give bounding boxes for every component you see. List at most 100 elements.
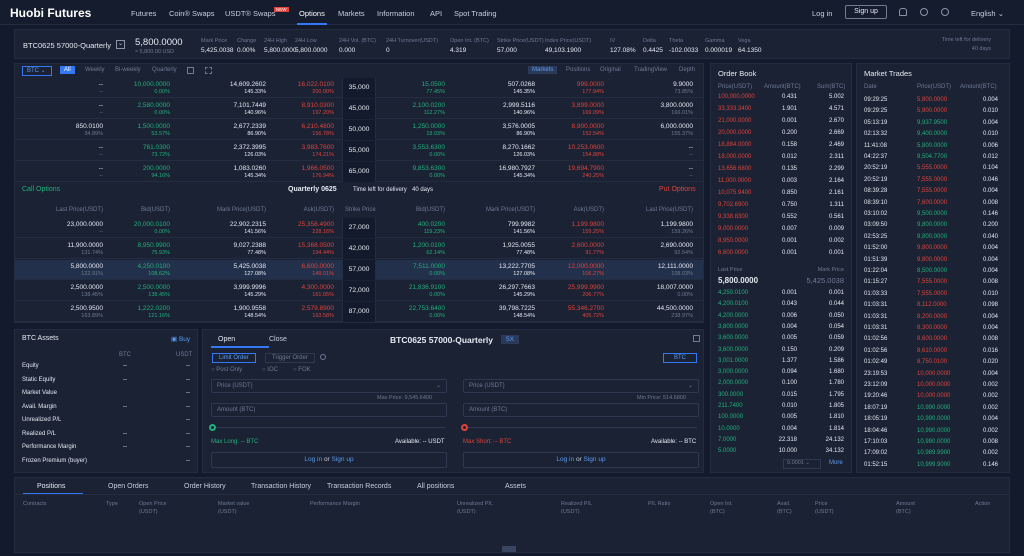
fok-radio[interactable]: ○ FOK [293,367,311,373]
put-cell[interactable]: 507.0268 145.35% [507,81,535,95]
chain-row[interactable]: -- -- 10,000.0000 0.00% 14,609.2602 145.33% 16… [15,78,703,98]
put-cell[interactable]: 16,980.7927 145.34% [498,165,535,179]
view-tradingview[interactable]: TradingView [634,67,668,73]
ask-row[interactable]: 6,600.0000 0.001 0.001 [718,250,844,256]
bid-row[interactable]: 300.0000 0.015 1.795 [718,391,844,398]
call-cell[interactable]: 2,579.8900 163.58% [301,305,334,319]
call-cell[interactable]: 16,022.0100 200.00% [297,81,334,95]
call-cell[interactable]: -- -- [98,144,103,158]
short-slider-handle[interactable] [461,424,468,431]
put-cell[interactable]: 9.9000 73.85% [673,81,693,95]
call-cell[interactable]: 1,966.0500 176.94% [301,165,334,179]
call-cell[interactable]: 2,500.0000 138.45% [137,284,170,298]
put-cell[interactable]: 55,346.2700 405.72% [567,305,604,319]
put-cell[interactable]: 3,800.0000 166.01% [660,102,693,116]
nav-options[interactable]: Options [299,9,325,18]
bid-row[interactable]: 211.7400 0.010 1.805 [718,403,844,409]
put-cell[interactable]: -- -- [688,144,693,158]
call-cell[interactable]: 15,368.0500 194.44% [297,242,334,256]
put-cell[interactable]: 2,600.0000 91.77% [571,242,604,256]
put-cell[interactable]: 3,553.6300 0.00% [412,144,445,158]
bottom-tab[interactable]: Transaction Records [327,483,392,490]
coin-unit-toggle[interactable]: BTC [663,353,697,363]
put-cell[interactable]: -- -- [688,165,693,179]
call-cell[interactable]: 3,983.7600 174.21% [301,144,334,158]
bell-icon[interactable] [899,8,907,16]
ask-row[interactable]: 9,338.8300 0.552 0.561 [718,214,844,220]
put-cell[interactable]: 1,200.0100 62.14% [412,242,445,256]
short-amount-input[interactable]: Amount (BTC) [463,403,699,417]
call-cell[interactable]: 1,900.9558 148.54% [233,305,266,319]
bid-row[interactable]: 2,000.0000 0.100 1.780 [718,380,844,387]
call-cell[interactable]: 23,000.0000 -- [66,221,103,235]
put-cell[interactable]: 12,111.0000 108.03% [657,263,693,277]
view-positions[interactable]: Positions [566,67,591,73]
gear-icon[interactable] [920,8,928,16]
leverage-badge[interactable]: 5X [501,335,519,344]
symbol-dropdown-icon[interactable]: ⌄ [116,40,125,49]
ask-row[interactable]: 33,333.3400 1.901 4.571 [718,106,844,112]
logo[interactable]: Huobi Futures [10,6,92,20]
call-cell[interactable]: -- -- [98,102,103,116]
limit-order-tab[interactable]: Limit Order [212,353,256,363]
bottom-tab[interactable]: Assets [505,483,527,490]
chain-row[interactable]: 11,900.0000 131.74% 8,950.9900 75.93% 9,027.… [15,239,703,259]
nav-futures[interactable]: Futures [131,9,157,18]
put-cell[interactable]: 25,999.9900 206.77% [567,284,604,298]
ask-row[interactable]: 18,000.0000 0.012 2.311 [718,154,844,160]
call-cell[interactable]: 1,222.0200 121.16% [137,305,170,319]
put-cell[interactable]: 19,694.7900 240.25% [567,165,604,179]
bid-row[interactable]: 4,250.0100 0.001 0.001 [718,290,844,296]
call-cell[interactable]: 4,300.0000 161.05% [301,284,334,298]
put-cell[interactable]: 2,690.0000 92.54% [660,242,693,256]
ask-row[interactable]: 8,950.0000 0.001 0.002 [718,238,844,244]
post-only-radio[interactable]: ○ Post Only [211,367,243,373]
put-cell[interactable]: 2,100.0200 112.27% [412,102,445,116]
bid-row[interactable]: 7.0000 22.318 24.132 [718,436,844,443]
put-cell[interactable]: 22,753.6400 0.00% [408,305,445,319]
short-signup-link[interactable]: Sign up [583,456,606,463]
call-cell[interactable]: 5,800.0000 122.91% [70,263,103,277]
chain-row[interactable]: 2,500.9500 163.89% 1,222.0200 121.16% 1,900.… [15,302,703,322]
put-cell[interactable]: 12,000.0000 106.27% [567,263,604,277]
put-cell[interactable]: 44,500.0000 238.97% [656,305,693,319]
call-cell[interactable]: 6,600.0000 149.01% [301,263,334,277]
put-cell[interactable]: 999.0000 177.94% [576,81,604,95]
put-cell[interactable]: 13,222.7705 127.08% [498,263,535,277]
long-amount-input[interactable]: Amount (BTC) [211,403,447,417]
tab-close[interactable]: Close [269,336,287,343]
bottom-tab[interactable]: Positions [37,483,66,490]
put-cell[interactable]: 7,511.0000 0.00% [412,263,445,277]
put-cell[interactable]: 799.9982 141.56% [507,221,535,235]
long-price-input[interactable]: Price (USDT) ⌄ [211,379,447,393]
call-cell[interactable]: 2,677.2339 86.90% [233,123,266,137]
put-cell[interactable]: 8,900.0000 152.54% [571,123,604,137]
call-cell[interactable]: 2,580.0000 0.00% [137,102,170,116]
bid-row[interactable]: 5.0000 10.000 34.132 [718,448,844,455]
bid-row[interactable]: 3,600.0000 0.150 0.209 [718,346,844,353]
call-cell[interactable]: 20,000.0100 0.00% [133,221,170,235]
tab-open[interactable]: Open [218,336,236,343]
view-original[interactable]: Original [600,67,621,73]
bid-row[interactable]: 10.0000 0.004 1.814 [718,425,844,432]
ask-row[interactable]: 20,000.0000 0.200 2.669 [718,130,844,136]
call-cell[interactable]: 2,500.0000 138.45% [70,284,103,298]
chain-row[interactable]: 2,500.0000 138.45% 2,500.0000 138.45% 3,999.… [15,281,703,301]
ask-row[interactable]: 11,000.0000 0.003 2.164 [718,178,844,184]
bid-row[interactable]: 3,001.0000 1.377 1.586 [718,357,844,364]
call-cell[interactable]: 1,083.0260 145.34% [233,165,266,179]
chain-row[interactable]: -- -- 200.0000 94.16% 1,083.0260 145.34% 1,966… [15,162,703,182]
call-cell[interactable]: 850.0100 34.89% [75,123,103,137]
filter-weekly[interactable]: Weekly [85,67,105,73]
put-cell[interactable]: 6,000.0000 155.37% [660,123,693,137]
ask-row[interactable]: 9,000.0000 0.007 0.009 [718,226,844,232]
trigger-order-tab[interactable]: Trigger Order [265,353,315,363]
put-cell[interactable]: 3,576.0005 86.90% [502,123,535,137]
short-slider[interactable] [465,427,697,428]
long-login-link[interactable]: Log in [304,456,323,463]
info-icon[interactable] [320,354,326,360]
chain-row[interactable]: -- -- 2,580.0000 0.00% 7,101.7449 140.96% 8,91… [15,99,703,119]
long-signup-link[interactable]: Sign up [331,456,354,463]
ask-row[interactable]: 9,702.6900 0.750 1.311 [718,202,844,208]
call-cell[interactable]: 14,609.2602 145.33% [229,81,266,95]
